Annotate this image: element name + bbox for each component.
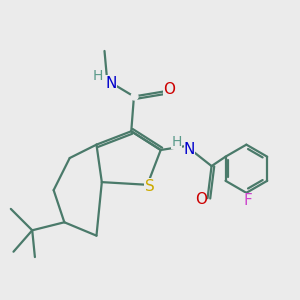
Text: O: O xyxy=(163,82,175,97)
Text: S: S xyxy=(145,178,154,194)
Text: H: H xyxy=(172,135,182,149)
Text: O: O xyxy=(195,192,207,207)
Text: N: N xyxy=(106,76,117,91)
Text: H: H xyxy=(93,69,103,83)
Text: N: N xyxy=(184,142,195,157)
Text: F: F xyxy=(243,193,252,208)
